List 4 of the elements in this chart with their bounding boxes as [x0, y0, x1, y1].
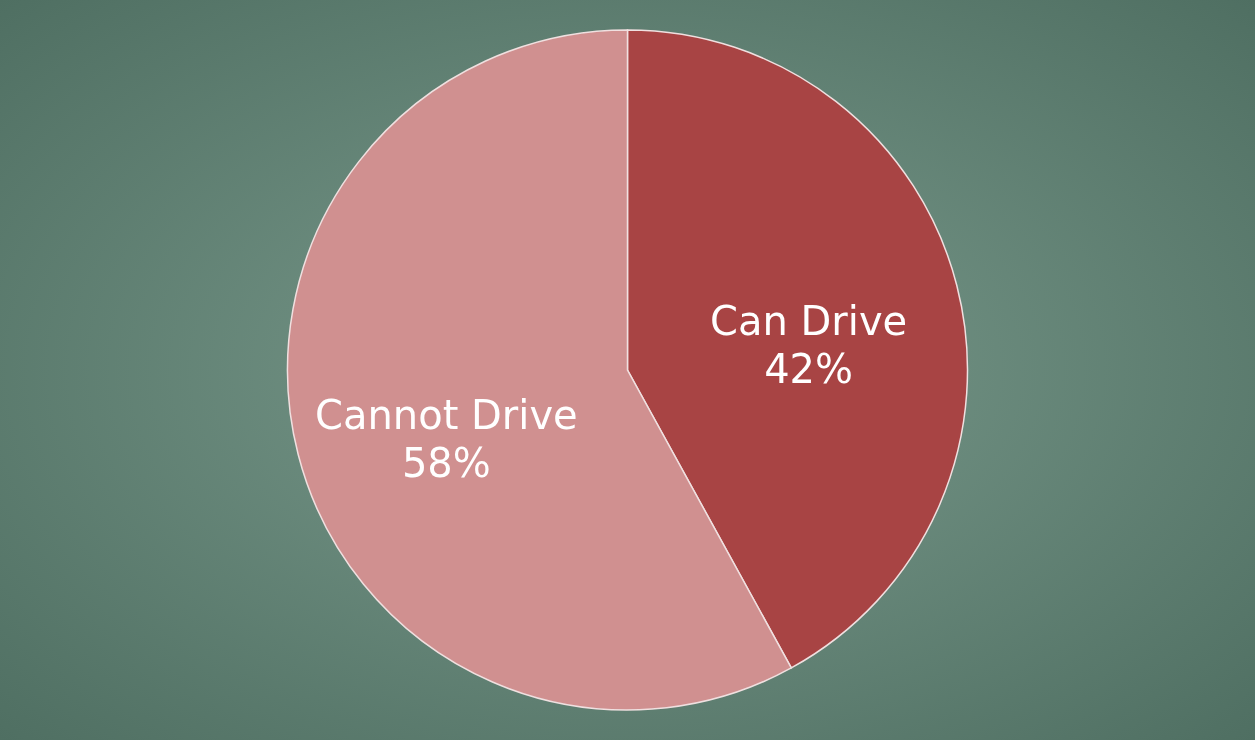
data-label: 42%	[764, 346, 854, 393]
slice-label: Can Drive	[710, 298, 908, 345]
slice-label: Cannot Drive	[315, 391, 578, 438]
data-label: 58%	[401, 439, 491, 486]
